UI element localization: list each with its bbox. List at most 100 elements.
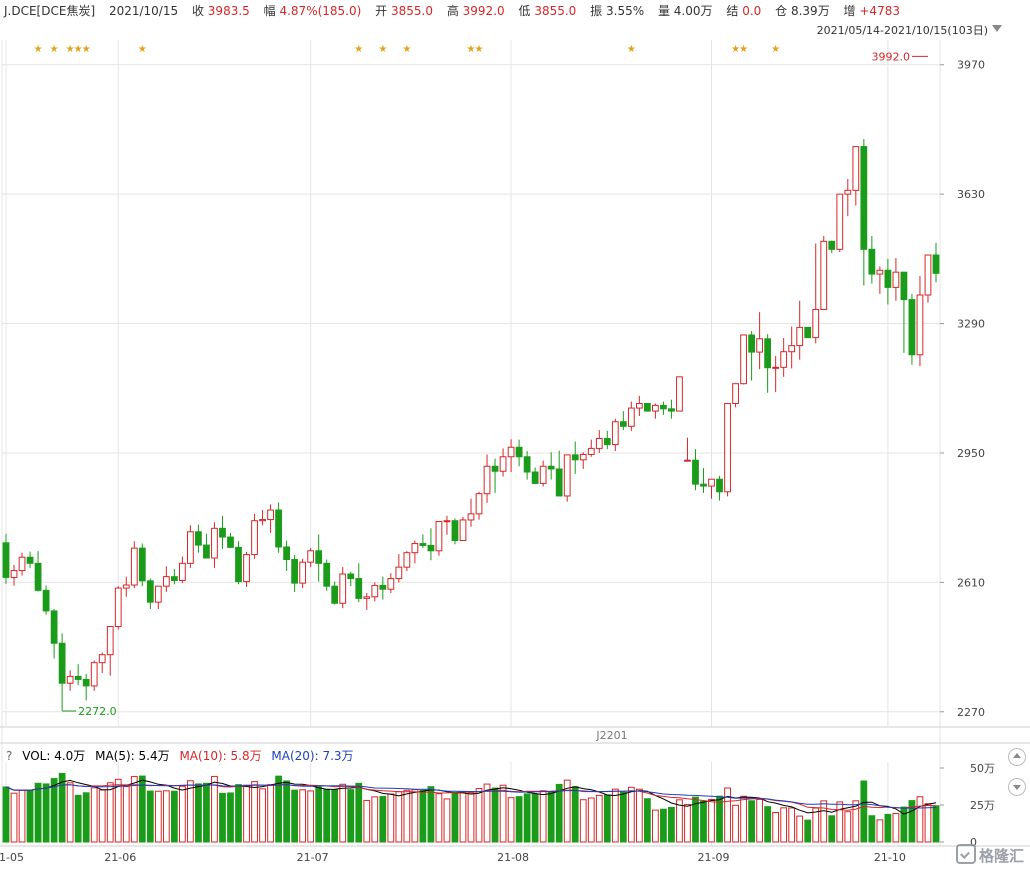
volume-bar xyxy=(619,791,627,843)
candle-body xyxy=(635,402,643,409)
candle-body xyxy=(804,326,812,339)
candle-body xyxy=(643,402,651,412)
volume-bar xyxy=(435,793,443,843)
date-range-selector[interactable]: 2021/05/14-2021/10/15(103日) xyxy=(816,24,988,37)
candle-body xyxy=(692,459,699,485)
candle-body xyxy=(828,240,836,250)
volume-bar xyxy=(363,799,371,843)
candle-body xyxy=(315,550,323,564)
volume-bar xyxy=(395,791,403,843)
event-star-icon: ★ xyxy=(627,44,636,55)
event-star-icon: ★ xyxy=(34,44,43,55)
candle-body xyxy=(443,520,451,523)
grid xyxy=(0,40,1030,847)
candle-body xyxy=(283,546,290,561)
candle-body xyxy=(595,437,603,449)
volume-bar xyxy=(307,790,315,843)
watermark: 格隆汇 xyxy=(955,844,1024,866)
volume-tick-label: 25万 xyxy=(970,799,995,812)
candle-body xyxy=(860,146,868,250)
price-tick-label: 2270 xyxy=(957,706,985,719)
event-star-icon: ★ xyxy=(378,44,387,55)
volume-bar xyxy=(299,789,307,843)
candle-body xyxy=(162,576,170,587)
volume-bar xyxy=(676,799,683,843)
volume-bar xyxy=(812,807,820,843)
candle-body xyxy=(908,299,916,356)
volume-bar xyxy=(459,791,467,843)
candle-body xyxy=(227,536,234,548)
price-tick-label: 3630 xyxy=(957,188,985,201)
volume-bar xyxy=(138,775,146,843)
volume-bar xyxy=(283,780,290,843)
volume-bar xyxy=(820,800,828,843)
volume-bar xyxy=(275,775,282,843)
x-tick-label: 21-07 xyxy=(297,851,329,864)
volume-bar xyxy=(932,805,940,843)
candle-body xyxy=(419,543,427,546)
symbol[interactable]: J.DCE[DCE焦炭] xyxy=(4,4,96,18)
candle-body xyxy=(66,675,74,684)
candle-body xyxy=(18,556,26,572)
candle-body xyxy=(411,543,419,554)
help-icon[interactable]: ? xyxy=(6,749,13,763)
candle-body xyxy=(660,404,667,410)
open-interest-field: 仓 8.39万 xyxy=(775,4,830,18)
scroll-down-icon[interactable] xyxy=(1008,778,1026,796)
ma5-label: MA(5): 5.4万 xyxy=(95,749,170,763)
volume-bar xyxy=(10,792,18,843)
candle-body xyxy=(603,437,611,446)
volume-bar xyxy=(339,783,347,843)
candle-body xyxy=(924,254,932,296)
volume-bar xyxy=(788,807,796,843)
volume-bar xyxy=(587,797,595,843)
low-annotation: 2272.0 xyxy=(78,705,117,718)
volume-bar xyxy=(724,787,731,843)
volume-bar xyxy=(539,790,547,843)
volume-bar xyxy=(114,778,122,843)
volume-bar xyxy=(347,789,355,843)
x-tick-label: 21-09 xyxy=(698,851,730,864)
candle-body xyxy=(451,520,459,542)
candle-body xyxy=(235,546,242,583)
volume-bar xyxy=(611,788,619,843)
candle-body xyxy=(187,531,194,564)
candle-body xyxy=(299,561,307,584)
volume-bar xyxy=(692,796,699,843)
chevron-down-icon[interactable] xyxy=(992,25,1002,32)
candle-body xyxy=(58,642,66,684)
volume-bar xyxy=(323,788,331,843)
volume-bar xyxy=(419,789,427,843)
volume-bar xyxy=(219,792,226,843)
volume-bar xyxy=(892,813,900,843)
candle-body xyxy=(668,408,675,412)
candle-body xyxy=(74,675,82,680)
volume-bar xyxy=(187,780,194,843)
volume-bar xyxy=(796,815,804,843)
candle-body xyxy=(10,570,18,578)
event-star-icon: ★ xyxy=(82,44,91,55)
volume-bar xyxy=(259,788,266,843)
volume-bar xyxy=(427,786,435,843)
amplitude-value: 3.55% xyxy=(606,4,645,18)
open-interest-value: 8.39万 xyxy=(790,4,830,18)
volume-bar xyxy=(443,798,451,843)
low-field: 低 3855.0 xyxy=(518,4,577,18)
candle-body xyxy=(652,404,659,412)
volume-bar xyxy=(315,786,323,843)
candle-body xyxy=(619,421,627,427)
logo-icon xyxy=(955,844,976,864)
candle-body xyxy=(195,531,202,546)
candle-body xyxy=(42,589,50,612)
candle-body xyxy=(26,556,34,564)
candle-body xyxy=(579,453,587,461)
volume-bar xyxy=(98,789,106,843)
volume-bar xyxy=(331,789,339,843)
candle-body xyxy=(555,468,563,497)
low-value: 3855.0 xyxy=(534,4,577,18)
candle-body xyxy=(114,587,122,628)
price-tick-label: 2610 xyxy=(957,576,985,589)
volume-bar xyxy=(772,811,780,843)
volume-bar xyxy=(635,788,643,843)
scroll-up-icon[interactable] xyxy=(1008,748,1026,766)
